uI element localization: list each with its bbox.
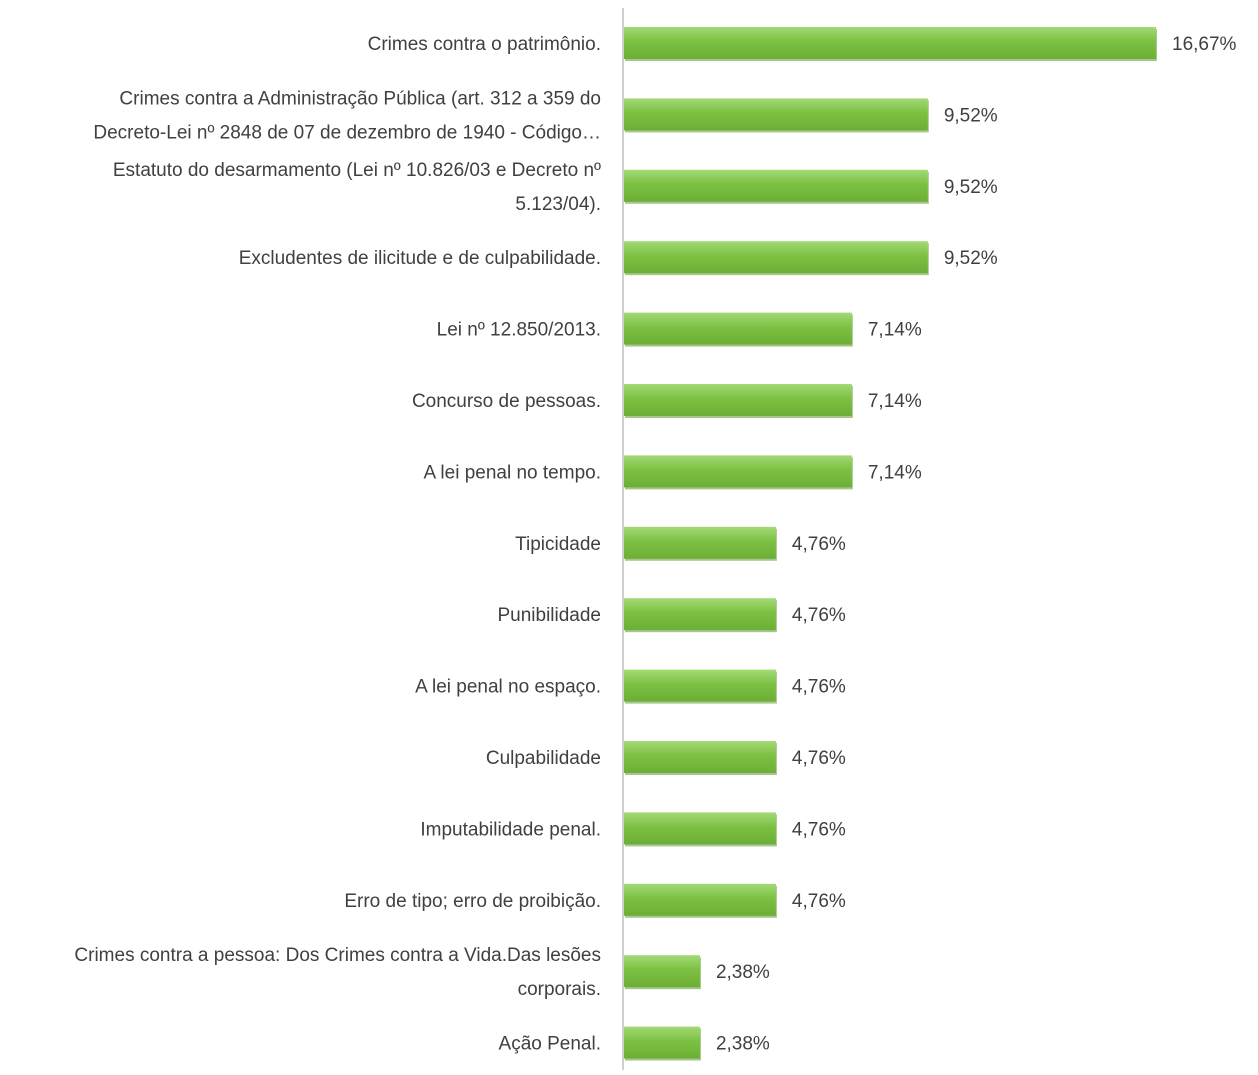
category-label: Ação Penal. (499, 1034, 601, 1055)
category-label: Erro de tipo; erro de proibição. (344, 891, 601, 912)
data-label: 16,67% (1172, 34, 1237, 55)
bar (624, 455, 852, 488)
category-label: Excludentes de ilicitude e de culpabilid… (239, 248, 601, 269)
category-label: Concurso de pessoas. (412, 391, 601, 412)
category-label: Estatuto do desarmamento (Lei nº 10.826/… (113, 160, 601, 181)
category-label: A lei penal no espaço. (415, 677, 601, 698)
data-label: 9,52% (944, 105, 998, 126)
data-label: 2,38% (716, 962, 770, 983)
data-label: 4,76% (792, 819, 846, 840)
bar (624, 883, 776, 916)
bar (624, 169, 928, 202)
category-label: corporais. (518, 979, 601, 1000)
bars-layer (624, 27, 1157, 1061)
bar (624, 98, 928, 131)
category-label: Decreto-Lei nº 2848 de 07 de dezembro de… (93, 122, 601, 143)
data-label: 4,76% (792, 605, 846, 626)
data-label: 9,52% (944, 177, 998, 198)
data-label: 4,76% (792, 677, 846, 698)
category-label: Imputabilidade penal. (420, 819, 601, 840)
category-label: Crimes contra a pessoa: Dos Crimes contr… (74, 945, 601, 966)
data-label: 4,76% (792, 534, 846, 555)
category-label: Crimes contra o patrimônio. (368, 34, 601, 55)
category-label: Punibilidade (497, 605, 601, 626)
bar (624, 812, 776, 845)
bar (624, 384, 852, 416)
bar (624, 27, 1156, 59)
data-label: 7,14% (868, 320, 922, 341)
bar (624, 741, 776, 773)
bar (624, 1026, 700, 1059)
data-label: 4,76% (792, 891, 846, 912)
category-label: Culpabilidade (486, 748, 601, 769)
category-label: Lei nº 12.850/2013. (437, 320, 601, 341)
category-label: 5.123/04). (515, 194, 601, 215)
bar (624, 312, 852, 345)
category-labels-layer: Crimes contra o patrimônio. Crimes contra… (74, 34, 601, 1055)
category-label: Tipicidade (515, 534, 601, 555)
category-label: A lei penal no tempo. (424, 462, 601, 483)
data-labels-layer: 16,67% 9,52% 9,52% 9,52% 7,14% 7,14% 7,14% 4,76… (716, 34, 1237, 1055)
data-label: 9,52% (944, 248, 998, 269)
bar (624, 526, 776, 559)
data-label: 7,14% (868, 391, 922, 412)
bar (624, 241, 928, 274)
bar (624, 598, 776, 631)
category-label: Crimes contra a Administração Pública (a… (119, 88, 601, 109)
bar (624, 955, 700, 988)
data-label: 2,38% (716, 1034, 770, 1055)
bar (624, 669, 776, 702)
data-label: 7,14% (868, 462, 922, 483)
data-label: 4,76% (792, 748, 846, 769)
